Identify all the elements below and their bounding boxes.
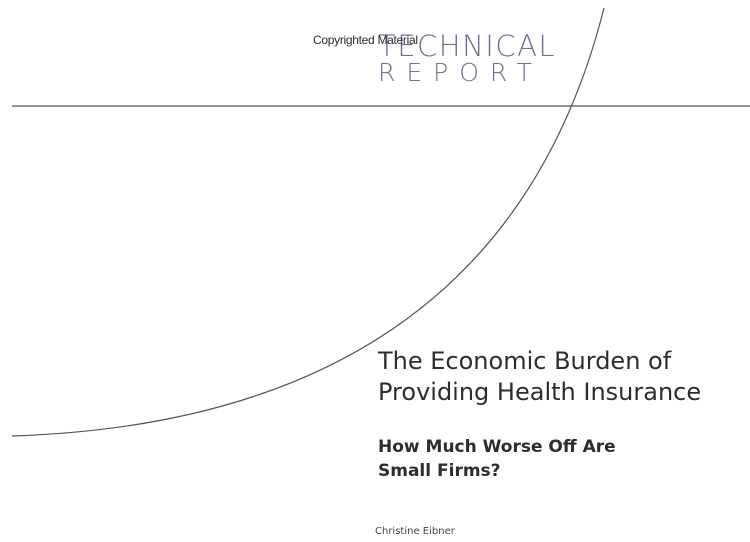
curved-arc <box>11 7 605 437</box>
series-label-technical: TECHNICAL <box>378 29 557 63</box>
subtitle-line-1: How Much Worse Off Are <box>378 437 616 457</box>
title-line-2: Providing Health Insurance <box>378 378 702 406</box>
copyright-watermark: Copyrighted Material <box>313 33 418 47</box>
author-name: Christine Eibner <box>375 526 455 537</box>
book-subtitle: How Much Worse Off Are Small Firms? <box>378 435 718 483</box>
series-label-report: REPORT <box>378 58 543 87</box>
title-line-1: The Economic Burden of <box>378 347 672 375</box>
subtitle-line-2: Small Firms? <box>378 461 501 481</box>
book-title: The Economic Burden of Providing Health … <box>378 346 748 408</box>
